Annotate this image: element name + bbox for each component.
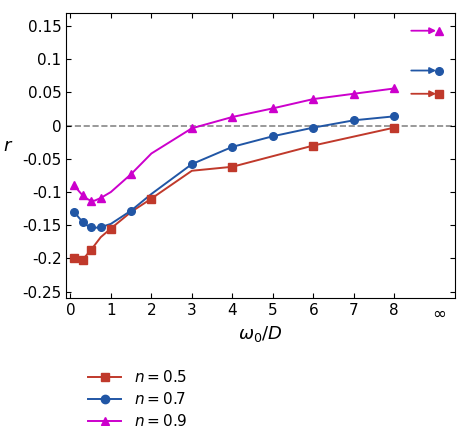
Text: $\infty$: $\infty$ [432,303,446,322]
Y-axis label: $r$: $r$ [3,138,14,155]
Legend: $n = 0.5$, $n = 0.7$, $n = 0.9$: $n = 0.5$, $n = 0.7$, $n = 0.9$ [82,363,193,426]
X-axis label: $\omega_0/D$: $\omega_0/D$ [238,324,283,344]
